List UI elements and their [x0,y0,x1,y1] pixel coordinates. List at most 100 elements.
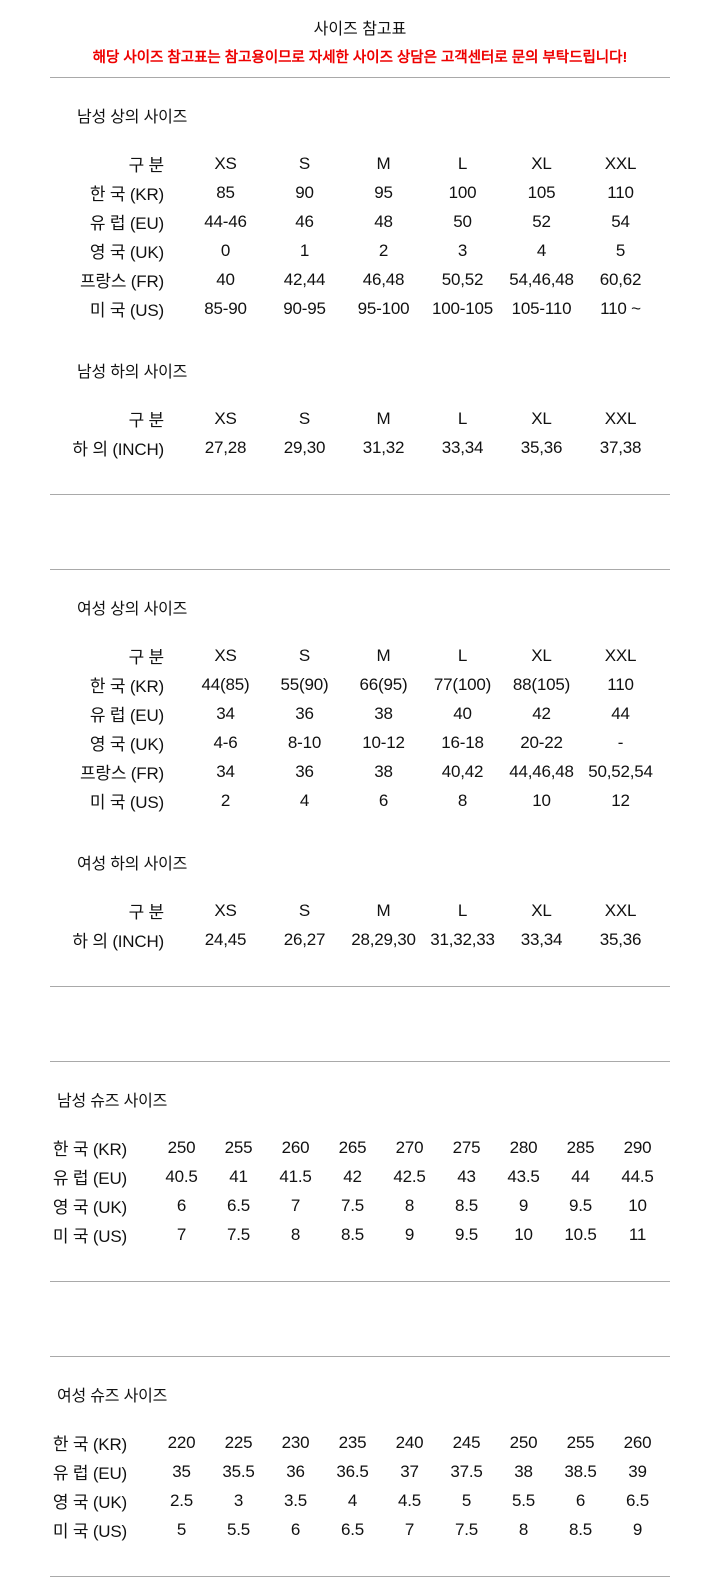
size-section: 남성 슈즈 사이즈 한 국 (KR) 250 255 260 265 270 275 280 28… [0,1093,720,1249]
size-cell: L [457,900,468,920]
size-cell: 36 [295,703,314,723]
section-title: 여성 상의 사이즈 [77,601,188,618]
size-cell: 54 [611,211,630,231]
size-cell: 88(105) [512,674,571,694]
row-label: 하 의 (INCH) [72,440,164,459]
row-label: 구 분 [128,903,165,922]
size-cell: 245 [452,1432,481,1452]
size-cell: XXL [604,900,637,920]
size-cell: XXL [604,645,637,665]
size-cell: 110 [607,182,634,202]
section-title: 여성 슈즈 사이즈 [57,1388,168,1405]
size-cell: 41 [229,1166,248,1186]
size-cell: L [457,153,468,173]
size-cell: 10 [628,1195,647,1215]
size-cell: 5 [461,1490,472,1510]
size-cell: 42 [343,1166,362,1186]
row-label: 하 의 (INCH) [72,932,164,951]
size-cell: 4 [536,240,547,260]
row-label: 미 국 (US) [52,1227,127,1246]
size-cell: 39 [628,1461,647,1481]
size-cell: 255 [566,1432,595,1452]
size-cell: 12 [611,790,630,810]
size-cell: 37 [400,1461,419,1481]
table-group: 남성 상의 사이즈 구 분 XS S M L XL XXL 한 국 (KR) 85 90 95 100 1… [0,109,720,462]
size-cell: 28,29,30 [351,929,416,949]
size-cell: 100-105 [432,298,493,318]
size-cell: 10 [532,790,551,810]
size-cell: 3 [233,1490,244,1510]
size-cell: 8 [290,1224,301,1244]
size-cell: XS [214,408,237,428]
size-cell: 29,30 [283,437,326,457]
table-row: 한 국 (KR) 250 255 260 265 270 275 280 285 290 [0,1133,720,1162]
row-label: 미 국 (US) [89,301,164,320]
size-cell: L [457,645,468,665]
size-cell: 9 [632,1519,643,1539]
size-cell: M [376,900,391,920]
row-label: 유 럽 (EU) [52,1464,127,1483]
size-cell: 10-12 [362,732,405,752]
size-cell: 38 [514,1461,533,1481]
size-cell: 38.5 [564,1461,597,1481]
size-cell: 265 [338,1137,367,1157]
size-cell: 3 [457,240,468,260]
size-cell: 55(90) [280,674,329,694]
size-cell: 255 [224,1137,253,1157]
size-cell: 9 [518,1195,529,1215]
size-cell: 7 [404,1519,415,1539]
size-cell: 34 [216,703,235,723]
size-cell: 105-110 [511,298,572,318]
size-cell: 24,45 [204,929,247,949]
table-row: 한 국 (KR) 44(85) 55(90) 66(95) 77(100) 88(105)… [0,670,720,699]
size-section: 남성 상의 사이즈 구 분 XS S M L XL XXL 한 국 (KR) 85 90 95 100 1… [0,109,720,323]
size-cell: XXL [604,153,637,173]
size-cell: 280 [509,1137,538,1157]
table-row: 미 국 (US) 2 4 6 8 10 12 [0,786,720,815]
size-cell: 6 [290,1519,301,1539]
size-cell: 5 [176,1519,187,1539]
size-cell: XS [214,153,237,173]
size-cell: 42,44 [283,269,326,289]
size-cell: XL [531,153,552,173]
table-row: 영 국 (UK) 2.5 3 3.5 4 4.5 5 5.5 6 6.5 [0,1486,720,1515]
row-label: 구 분 [128,411,165,430]
size-cell: 8.5 [340,1224,365,1244]
size-cell: 240 [395,1432,424,1452]
section-title: 남성 하의 사이즈 [77,364,188,381]
size-table: 구 분 XS S M L XL XXL 한 국 (KR) 44(85) 55(90) 66(95) 7… [0,641,720,815]
size-cell: 20-22 [520,732,563,752]
notice-text: 해당 사이즈 참고표는 참고용이므로 자세한 사이즈 상담은 고객센터로 문의 … [92,50,628,66]
size-table: 한 국 (KR) 250 255 260 265 270 275 280 285 290 유 럽 (… [0,1133,720,1249]
size-cell: 35.5 [222,1461,255,1481]
table-row: 영 국 (UK) 4-6 8-10 10-12 16-18 20-22 - [0,728,720,757]
size-cell: 16-18 [441,732,484,752]
size-cell: S [298,645,311,665]
size-table-groups: 남성 상의 사이즈 구 분 XS S M L XL XXL 한 국 (KR) 85 90 95 100 1… [0,109,720,1577]
size-cell: 8 [457,790,468,810]
size-cell: 46 [295,211,314,231]
size-cell: 285 [566,1137,595,1157]
size-cell: XXL [604,408,637,428]
size-cell: 7 [290,1195,301,1215]
size-cell: 90 [295,182,314,202]
size-cell: 230 [281,1432,310,1452]
size-cell: 6.5 [226,1195,251,1215]
divider [50,77,670,78]
row-label: 구 분 [128,648,165,667]
size-cell: 50,52 [441,269,484,289]
size-cell: 36.5 [336,1461,369,1481]
divider [50,1281,670,1282]
size-cell: 5.5 [511,1490,536,1510]
size-cell: 7.5 [226,1224,251,1244]
size-table: 구 분 XS S M L XL XXL 하 의 (INCH) 24,45 26,27 28,29,3… [0,896,720,954]
size-cell: 2.5 [169,1490,194,1510]
row-label: 유 럽 (EU) [89,214,164,233]
size-cell: 52 [532,211,551,231]
row-label: 유 럽 (EU) [52,1169,127,1188]
size-cell: XS [214,900,237,920]
table-header-row: 구 분 XS S M L XL XXL [0,149,720,178]
size-cell: 35,36 [520,437,563,457]
size-cell: 40,42 [441,761,484,781]
